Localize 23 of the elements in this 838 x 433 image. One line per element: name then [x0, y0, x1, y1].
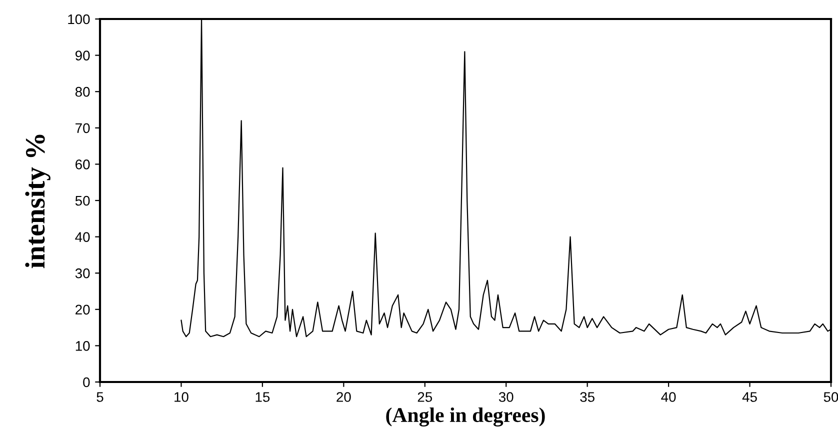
- x-axis-title: (Angle in degrees): [386, 407, 545, 427]
- y-tick-label: 70: [76, 123, 90, 134]
- x-tick-label: 50: [824, 392, 838, 402]
- y-tick-label: 10: [76, 341, 90, 351]
- x-tick-label: 20: [336, 392, 351, 402]
- x-tick-label: 40: [661, 392, 676, 402]
- x-tick-label: 10: [174, 392, 188, 402]
- x-tick-label: 5: [96, 392, 104, 402]
- x-tick-label: 25: [418, 392, 432, 402]
- x-tick-label: 15: [256, 392, 270, 402]
- y-tick-label: 30: [75, 268, 90, 278]
- y-tick-label: 100: [68, 14, 90, 24]
- x-tick-label: 30: [498, 392, 514, 402]
- y-tick-label: 0: [83, 377, 90, 388]
- y-tick-label: 20: [76, 304, 90, 315]
- x-tick-label: 45: [742, 392, 757, 402]
- y-tick-label: 50: [75, 196, 90, 206]
- y-tick-label: 60: [76, 160, 90, 170]
- x-tick-label: 35: [580, 392, 594, 402]
- y-axis-title: intensity %: [25, 134, 50, 268]
- y-tick-label: 80: [75, 86, 90, 97]
- y-tick-label: 40: [75, 232, 90, 242]
- y-tick-label: 90: [75, 50, 90, 60]
